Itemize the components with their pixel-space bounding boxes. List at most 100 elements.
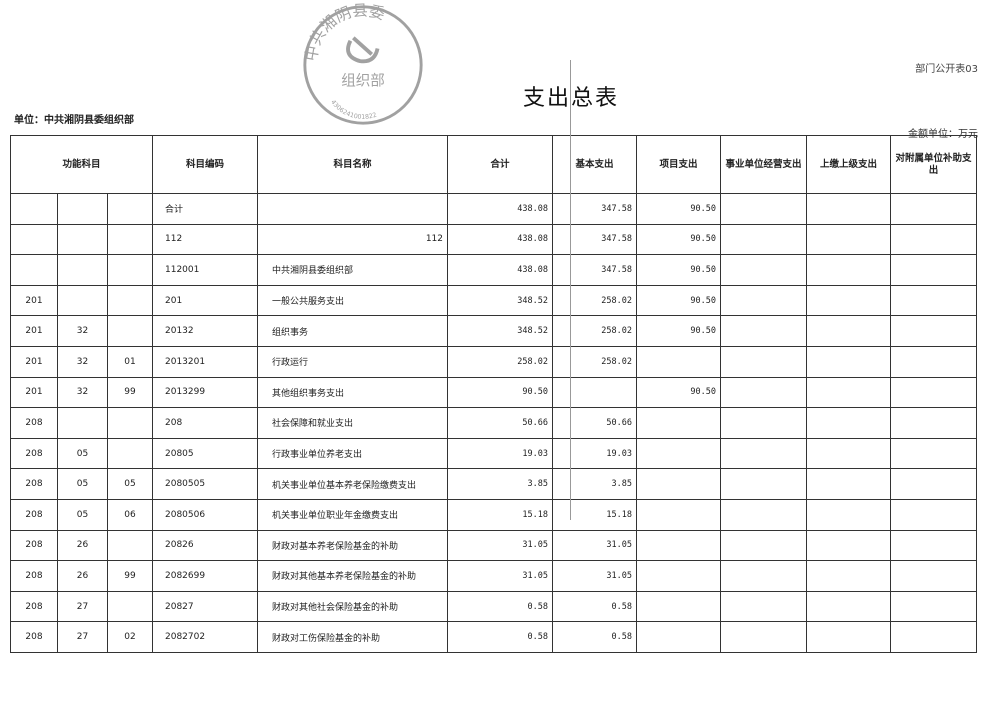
- cell-func-subitem: [107, 284, 153, 317]
- table-row: 201 32 20132 组织事务 348.52 258.02 90.50: [10, 315, 977, 347]
- cell-func-item: 26: [57, 529, 108, 562]
- cell-business-expense: [720, 590, 807, 623]
- table-row: 208 208 社会保障和就业支出 50.66 50.66: [10, 407, 977, 439]
- cell-remit-expense: [806, 529, 891, 562]
- cell-project-expense: 90.50: [636, 315, 721, 347]
- header-subsidy: 对附属单位补助支出: [890, 135, 977, 194]
- cell-total: 348.52: [447, 284, 553, 317]
- cell-remit-expense: [806, 345, 891, 378]
- form-number: 部门公开表03: [915, 64, 978, 75]
- scan-fold-line: [570, 60, 571, 520]
- cell-total: 438.08: [447, 223, 553, 256]
- cell-basic-expense: 3.85: [552, 468, 637, 500]
- cell-basic-expense: 31.05: [552, 560, 637, 592]
- cell-subject-name: 行政事业单位养老支出: [257, 437, 448, 470]
- cell-func-subitem: [107, 590, 153, 623]
- cell-remit-expense: [806, 621, 891, 653]
- cell-basic-expense: 31.05: [552, 529, 637, 562]
- cell-project-expense: 90.50: [636, 254, 721, 286]
- cell-func-class: 201: [10, 345, 58, 378]
- cell-basic-expense: 258.02: [552, 284, 637, 317]
- cell-business-expense: [720, 376, 807, 409]
- cell-remit-expense: [806, 315, 891, 347]
- cell-func-class: 208: [10, 437, 58, 470]
- header-total: 合计: [447, 135, 553, 194]
- cell-func-item: [57, 193, 108, 225]
- cell-basic-expense: 0.58: [552, 621, 637, 653]
- cell-project-expense: [636, 621, 721, 653]
- cell-total: 0.58: [447, 621, 553, 653]
- cell-func-class: 208: [10, 407, 58, 439]
- header-subject-name: 科目名称: [257, 135, 448, 194]
- cell-business-expense: [720, 621, 807, 653]
- cell-total: 438.08: [447, 193, 553, 225]
- cell-basic-expense: 19.03: [552, 437, 637, 470]
- cell-subsidy-expense: [890, 223, 977, 256]
- table-row: 208 27 20827 财政对其他社会保险基金的补助 0.58 0.58: [10, 590, 977, 623]
- cell-func-item: 05: [57, 468, 108, 500]
- cell-subject-name: 行政运行: [257, 345, 448, 378]
- cell-remit-expense: [806, 254, 891, 286]
- table-row: 合计 438.08 347.58 90.50: [10, 193, 977, 225]
- cell-subsidy-expense: [890, 193, 977, 225]
- table-header-row: 功能科目 科目编码 科目名称 合计 基本支出 项目支出 事业单位经营支出 上缴上…: [10, 135, 977, 194]
- cell-func-class: 208: [10, 590, 58, 623]
- header-function-subject: 功能科目: [10, 135, 153, 194]
- table-row: 208 05 06 2080506 机关事业单位职业年金缴费支出 15.18 15.18: [10, 498, 977, 531]
- cell-func-subitem: [107, 529, 153, 562]
- table-row: 201 32 99 2013299 其他组织事务支出 90.50 90.50: [10, 376, 977, 409]
- cell-remit-expense: [806, 437, 891, 470]
- cell-func-item: 32: [57, 376, 108, 409]
- page-title: 支出总表: [523, 86, 620, 111]
- cell-func-subitem: [107, 223, 153, 256]
- cell-func-subitem: 02: [107, 621, 153, 653]
- cell-func-item: 32: [57, 345, 108, 378]
- cell-project-expense: [636, 590, 721, 623]
- cell-subject-name: 112: [257, 223, 448, 256]
- cell-func-class: [10, 223, 58, 256]
- cell-func-subitem: [107, 315, 153, 347]
- cell-business-expense: [720, 560, 807, 592]
- table-row: 208 05 05 2080505 机关事业单位基本养老保险缴费支出 3.85 3.85: [10, 468, 977, 500]
- cell-subsidy-expense: [890, 254, 977, 286]
- cell-subject-name: 财政对基本养老保险基金的补助: [257, 529, 448, 562]
- official-seal: 中共湘阴县委 组织部 4306241001822: [302, 2, 423, 125]
- cell-project-expense: [636, 437, 721, 470]
- header-project: 项目支出: [636, 135, 721, 194]
- cell-total: 15.18: [447, 498, 553, 531]
- cell-subsidy-expense: [890, 468, 977, 500]
- cell-remit-expense: [806, 284, 891, 317]
- cell-business-expense: [720, 529, 807, 562]
- svg-text:组织部: 组织部: [341, 72, 385, 89]
- cell-subsidy-expense: [890, 437, 977, 470]
- cell-project-expense: [636, 345, 721, 378]
- table-row: 201 201 一般公共服务支出 348.52 258.02 90.50: [10, 284, 977, 317]
- cell-subject-code: 2013299: [152, 376, 258, 409]
- cell-subsidy-expense: [890, 590, 977, 623]
- cell-subject-name: 财政对其他基本养老保险基金的补助: [257, 560, 448, 592]
- table-row: 208 26 20826 财政对基本养老保险基金的补助 31.05 31.05: [10, 529, 977, 562]
- cell-project-expense: [636, 560, 721, 592]
- cell-subsidy-expense: [890, 529, 977, 562]
- cell-subject-name: 财政对其他社会保险基金的补助: [257, 590, 448, 623]
- cell-total: 90.50: [447, 376, 553, 409]
- cell-subsidy-expense: [890, 315, 977, 347]
- cell-basic-expense: [552, 376, 637, 409]
- cell-business-expense: [720, 284, 807, 317]
- table-row: 208 27 02 2082702 财政对工伤保险基金的补助 0.58 0.58: [10, 621, 977, 653]
- cell-subject-code: 2082702: [152, 621, 258, 653]
- cell-subject-name: [257, 193, 448, 225]
- cell-business-expense: [720, 468, 807, 500]
- expenditure-table: 功能科目 科目编码 科目名称 合计 基本支出 项目支出 事业单位经营支出 上缴上…: [10, 135, 977, 653]
- cell-project-expense: [636, 498, 721, 531]
- cell-remit-expense: [806, 407, 891, 439]
- cell-subject-code: 2080506: [152, 498, 258, 531]
- table-row: 112 112 438.08 347.58 90.50: [10, 223, 977, 256]
- cell-business-expense: [720, 437, 807, 470]
- cell-func-class: 208: [10, 560, 58, 592]
- cell-func-subitem: [107, 193, 153, 225]
- cell-subject-code: 2013201: [152, 345, 258, 378]
- cell-func-subitem: 05: [107, 468, 153, 500]
- cell-func-item: [57, 284, 108, 317]
- cell-func-item: 26: [57, 560, 108, 592]
